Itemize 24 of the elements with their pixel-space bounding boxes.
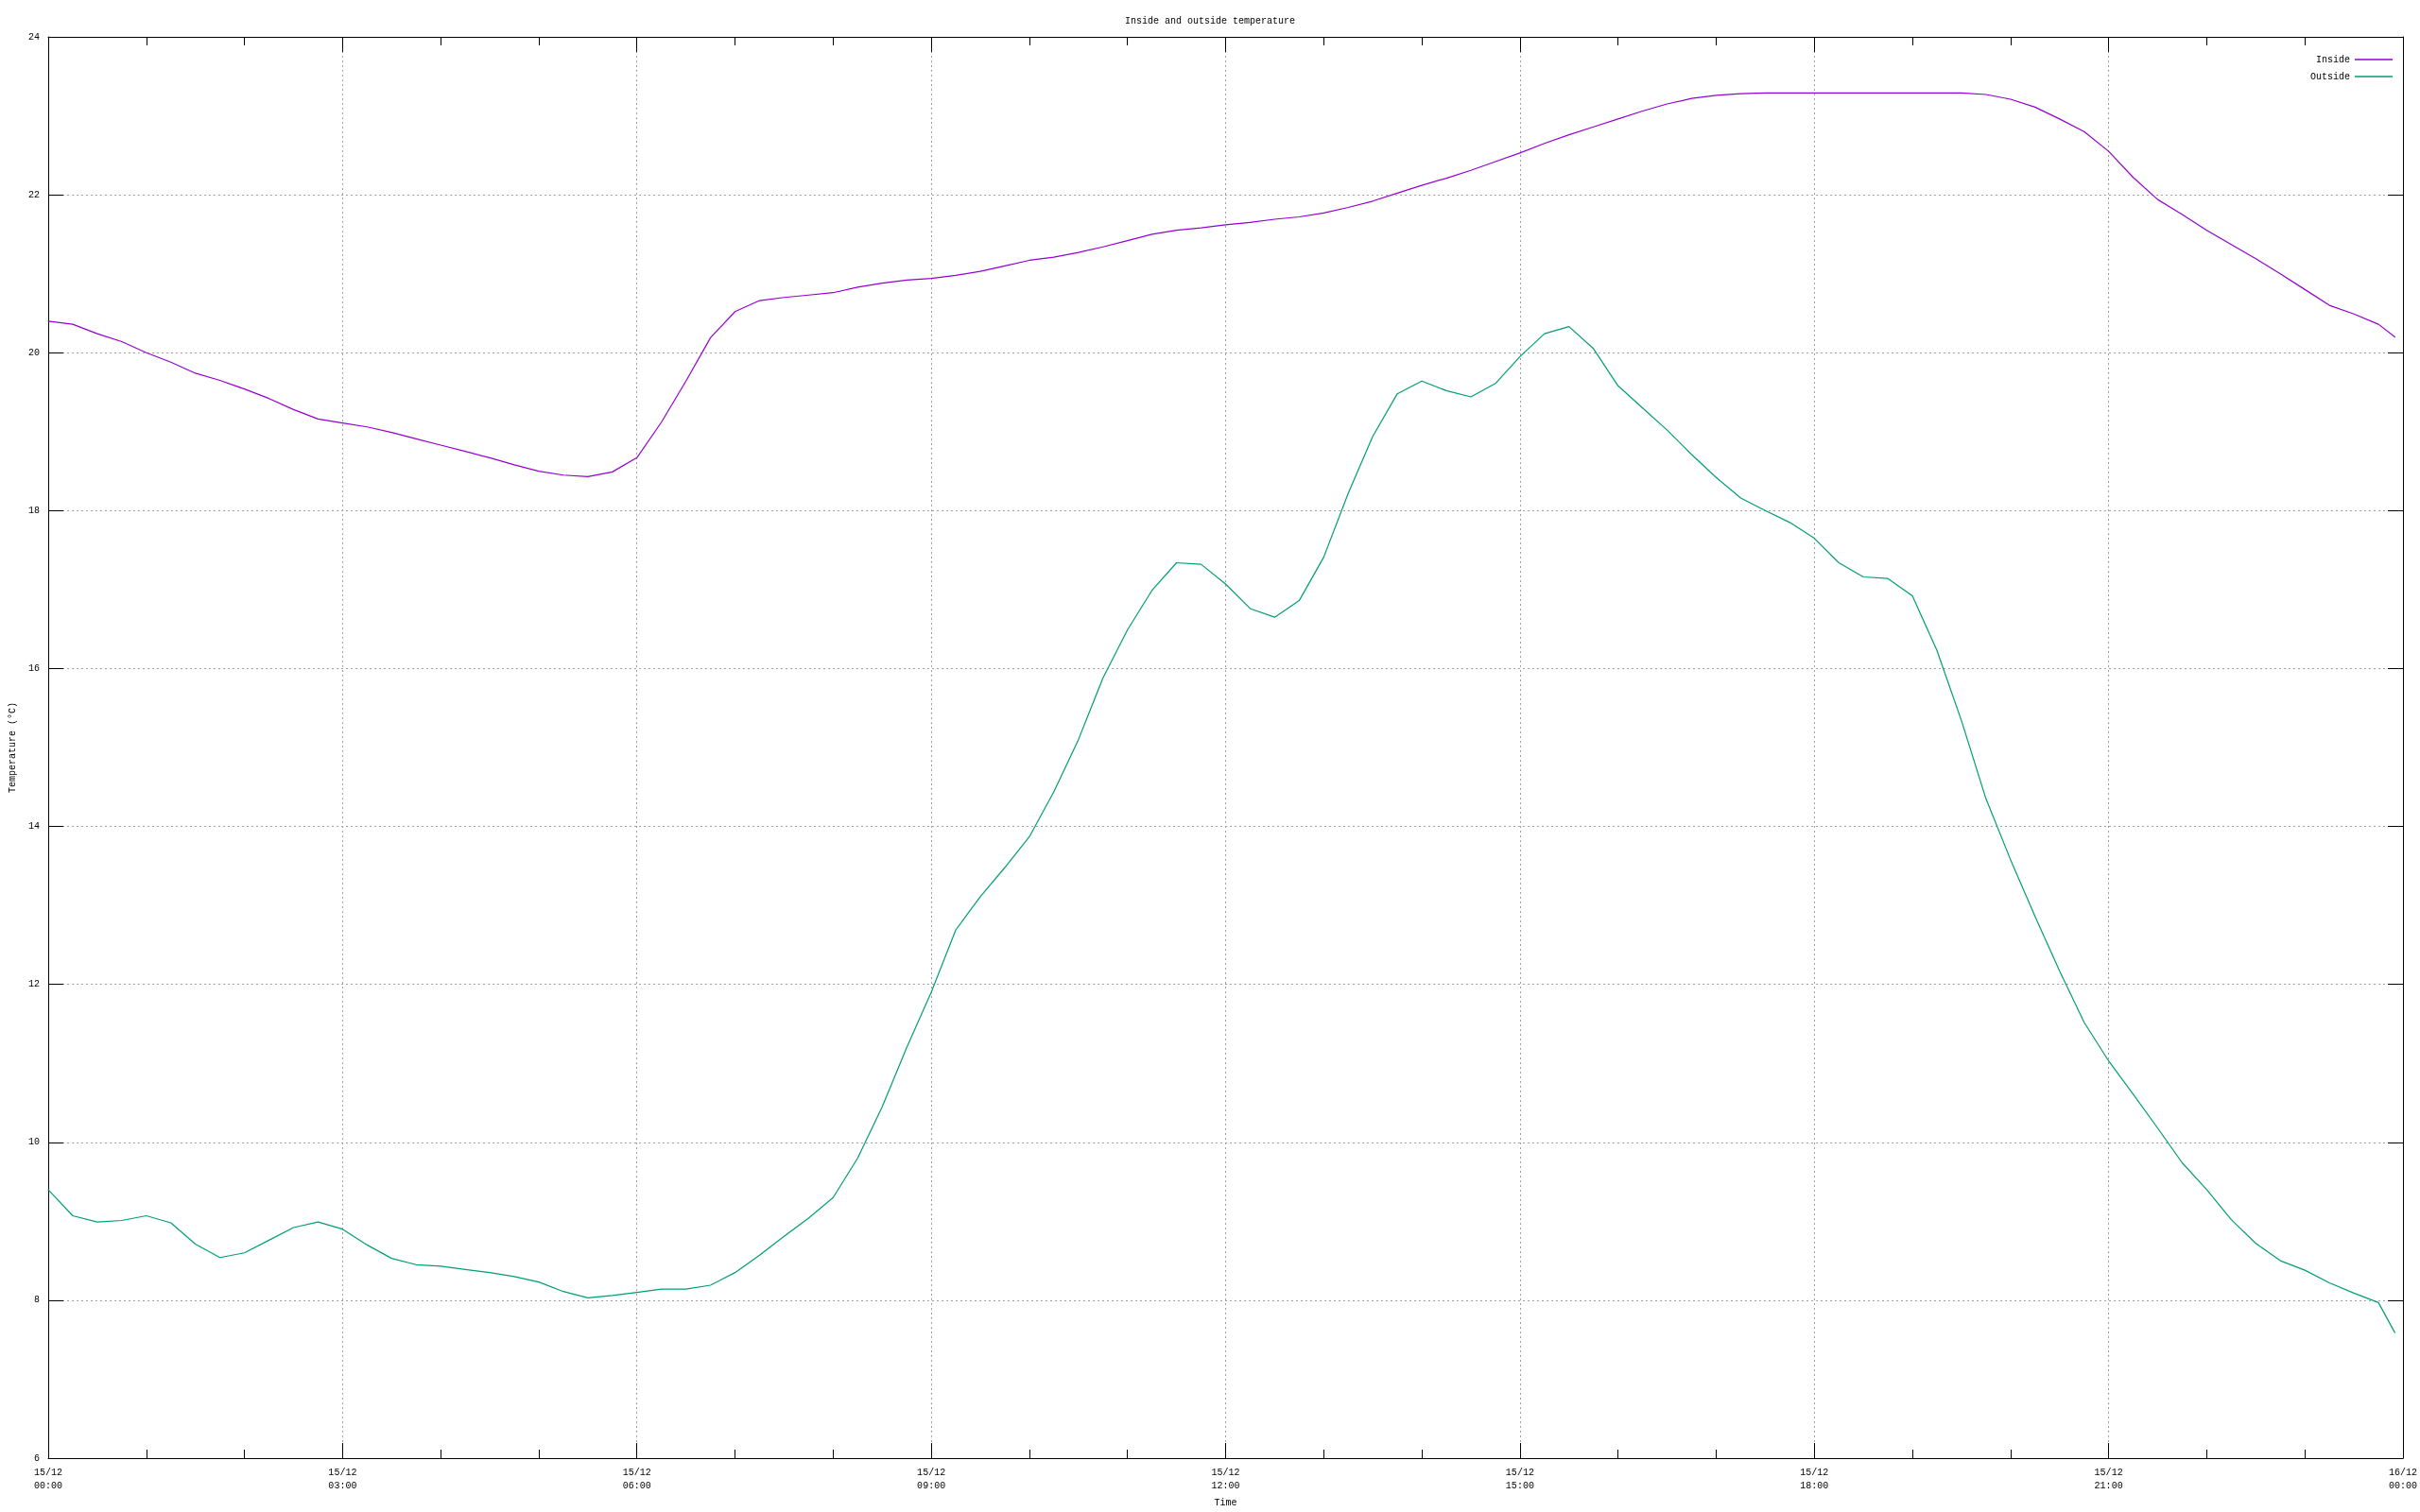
chart-title: Inside and outside temperature xyxy=(1124,15,1296,26)
x-tick-label: 15/12 00:00 xyxy=(33,1467,63,1491)
x-tick-label: 16/12 00:00 xyxy=(2388,1467,2418,1491)
y-tick-label: 6 xyxy=(33,1452,40,1464)
x-tick-label: 15/12 03:00 xyxy=(328,1467,357,1491)
y-tick-label: 22 xyxy=(27,189,40,200)
legend-label: Outside xyxy=(2309,71,2350,82)
y-axis-title: Temperature (°C) xyxy=(7,701,18,794)
y-tick-label: 10 xyxy=(27,1137,40,1148)
y-tick-label: 24 xyxy=(27,31,40,43)
y-tick-label: 16 xyxy=(27,662,40,674)
y-tick-label: 8 xyxy=(33,1295,40,1306)
x-tick-label: 15/12 12:00 xyxy=(1211,1467,1240,1491)
x-tick-label: 15/12 18:00 xyxy=(1800,1467,1829,1491)
y-tick-label: 14 xyxy=(27,821,40,833)
x-tick-label: 15/12 09:00 xyxy=(917,1467,946,1491)
legend-label: Inside xyxy=(2315,54,2350,65)
x-tick-label: 15/12 15:00 xyxy=(1505,1467,1534,1491)
y-tick-label: 18 xyxy=(27,505,40,516)
y-tick-label: 12 xyxy=(27,979,40,990)
x-tick-label: 15/12 06:00 xyxy=(622,1467,651,1491)
y-tick-label: 20 xyxy=(27,347,40,358)
x-axis-title: Time xyxy=(1214,1497,1237,1508)
x-tick-label: 15/12 21:00 xyxy=(2094,1467,2123,1491)
